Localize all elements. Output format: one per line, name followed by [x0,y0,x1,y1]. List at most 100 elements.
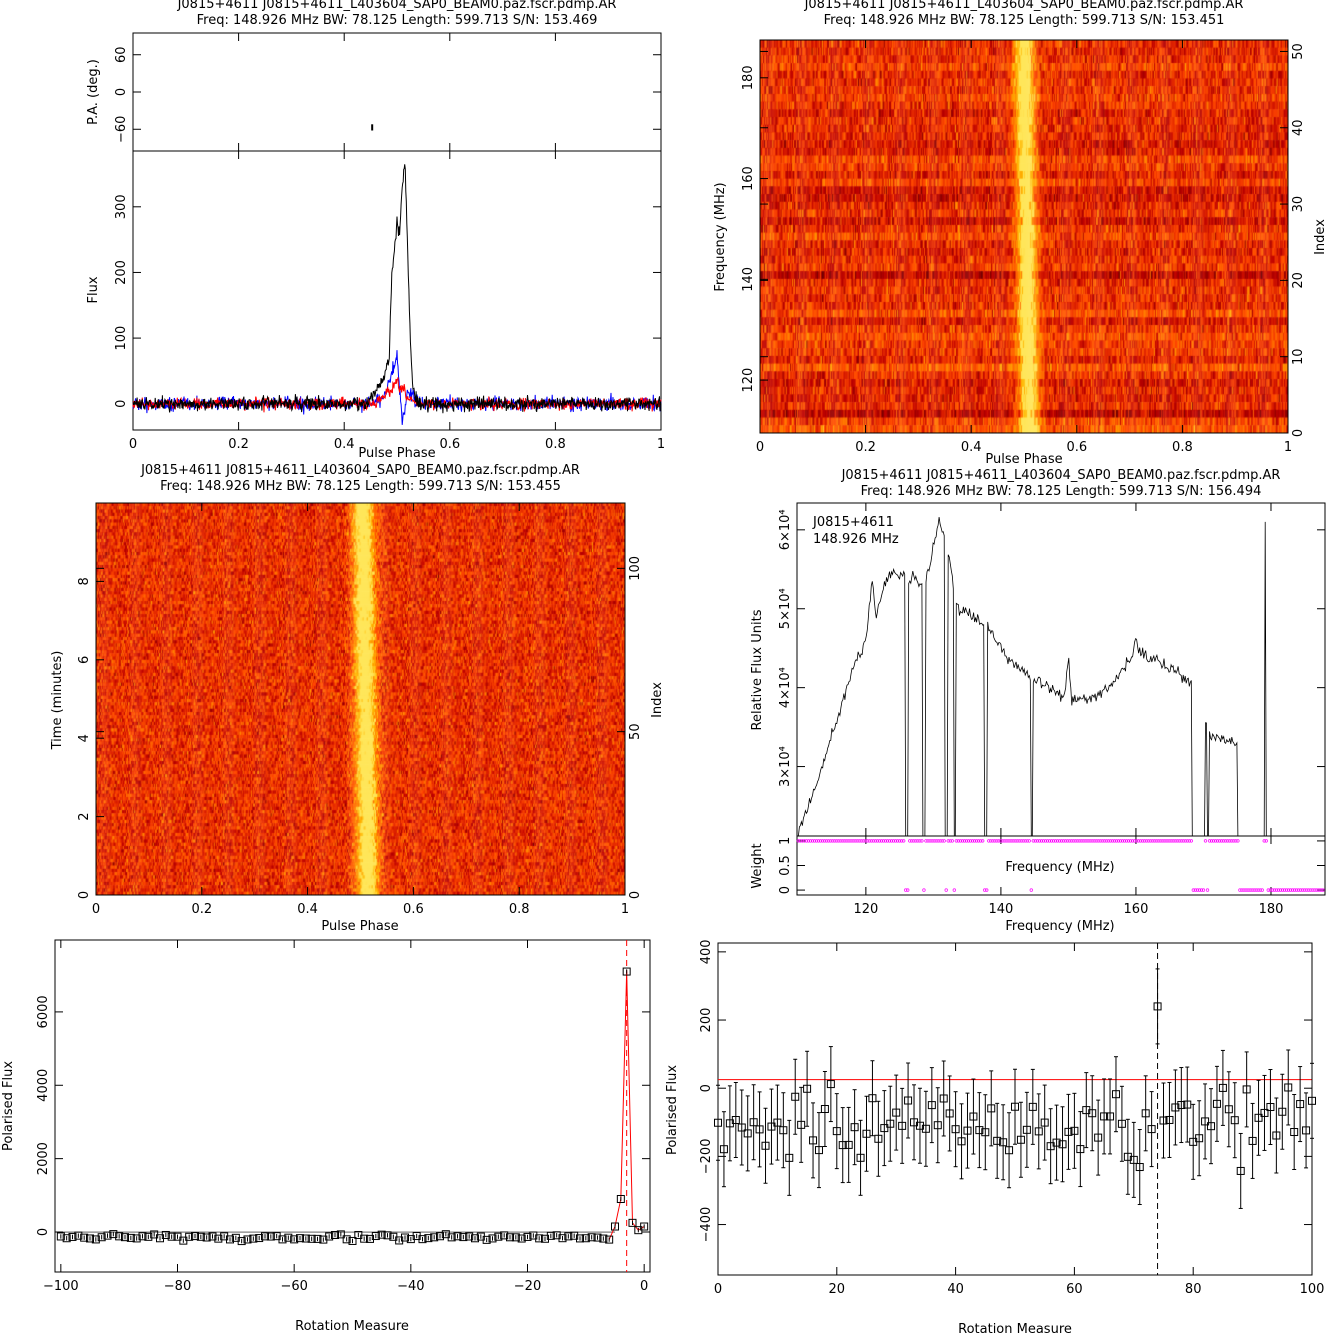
weight-point [1116,839,1121,843]
weight-point [1313,888,1317,892]
weight-point [1053,839,1058,843]
weight-point [1136,839,1141,843]
weight-point [863,839,867,843]
rm-point [576,1234,584,1243]
weight-point [1023,839,1027,843]
rm-point [921,1124,930,1133]
weight-point [966,839,971,843]
rm-point [749,1118,758,1127]
weight-point [1211,839,1216,843]
weight-point [1031,839,1035,843]
weight-point [821,839,825,843]
rm-point [266,1232,275,1241]
rm-fine-y-tick-label: 0 [699,1084,714,1092]
rm-point [541,1234,549,1243]
rm-coarse-frame [54,939,651,1273]
rm-point [546,1231,555,1240]
weight-point [1254,888,1258,892]
rm-point [500,1231,509,1240]
rm-point [126,1233,135,1242]
pa-frame [132,32,662,152]
weight-point [950,839,954,843]
weight-point [904,888,908,892]
rm-fine-y-tick-label: −400 [699,1207,714,1243]
weight-point [1183,839,1187,843]
weight-point [865,839,869,843]
weight-point [1139,839,1143,843]
weight-point [861,839,865,843]
weight-point [1145,839,1149,843]
weight-point [1078,839,1082,843]
weight-point [839,839,843,843]
weight-point [1159,839,1163,843]
rm-point [616,1194,625,1203]
freq-phase-index-tick-label: 10 [1291,348,1306,365]
weight-point [808,839,813,843]
profile-y-tick-label: 100 [114,326,129,351]
freq-phase-index-tick-label: 50 [1291,43,1306,60]
weight-point [1100,839,1104,843]
weight-point [859,839,863,843]
rm-point [401,1233,409,1242]
weight-point [930,839,934,843]
weight-point [912,839,916,843]
rm-point [993,1136,1002,1145]
freq-phase-title: J0815+4611 J0815+4611_L403604_SAP0_BEAM0… [804,0,1244,12]
rm-point [336,1230,345,1239]
weight-point [922,888,926,892]
weight-point [1189,839,1193,843]
freq-phase-x-tick-label: 0.4 [961,440,982,455]
weight-point [831,839,835,843]
rm-point [74,1231,83,1240]
weight-point [895,839,900,843]
rm-point [1296,1100,1305,1109]
weight-point [1222,839,1226,843]
rm-point [296,1234,304,1243]
weight-point [818,839,823,843]
weight-point [1280,888,1285,892]
profile-x-tick-label: 0.8 [545,437,566,452]
freq-phase-x-tick-label: 1 [1284,440,1292,455]
weight-point [1234,839,1238,843]
rm-point [1278,1107,1287,1116]
weight-point [936,839,940,843]
weight-point [948,839,952,843]
weight-point [875,839,879,843]
weight-point [981,839,985,843]
weight-point [1268,888,1272,892]
rm-point [999,1138,1008,1147]
rm-point [1111,1090,1120,1099]
rm-fine-x-tick-label: 0 [714,1282,722,1297]
profile-x-tick-label: 0.2 [228,437,249,452]
weight-point [885,839,890,843]
rm-point [1171,1103,1180,1112]
weight-point [893,839,898,843]
weight-point [1003,839,1007,843]
profile-y-tick-label: 200 [114,260,129,285]
weight-point [1104,839,1108,843]
rm-point [844,1140,853,1149]
weight-point [845,839,849,843]
time-phase-x-tick-label: 0.2 [191,902,212,917]
weight-point [798,839,803,843]
rm-coarse-x-tick-label: 0 [640,1279,648,1294]
time-phase-y-tick-label: 4 [77,734,92,742]
weight-point [995,839,999,843]
rm-point [945,1109,954,1118]
time-phase-index-tick-label: 100 [628,556,643,581]
weight-point [1181,839,1185,843]
weight-point [999,839,1003,843]
rm-point [714,1118,722,1127]
freq-phase-index-tick-label: 40 [1291,119,1306,136]
rm-point [1076,1145,1085,1154]
weight-point [1062,839,1066,843]
rm-point [622,967,631,976]
rm-point [1284,1083,1293,1092]
weight-point [1246,888,1250,892]
weight-point [940,839,944,843]
weight-point [1191,888,1195,892]
weight-point [1262,839,1266,843]
rm-fine-y-tick-label: 400 [699,939,714,964]
rm-point [570,1231,579,1240]
profile-frame [132,150,662,431]
